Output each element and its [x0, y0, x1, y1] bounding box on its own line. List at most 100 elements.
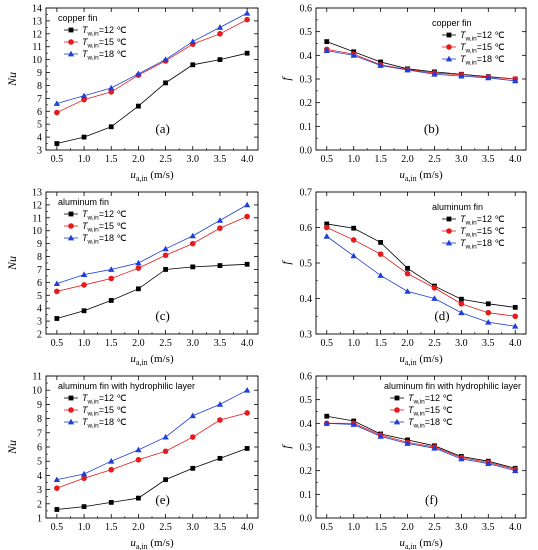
legend-label-1: Tw,in=15 ℃	[82, 37, 127, 50]
legend-label-rest: =15 ℃	[99, 221, 127, 231]
legend-label-sub: w,in	[413, 411, 426, 418]
data-point	[323, 233, 330, 239]
y-axis-label: Nu	[5, 256, 19, 271]
legend-label-sub: w,in	[413, 423, 426, 430]
x-tick-label: 1.0	[347, 338, 360, 349]
x-tick-label: 2.0	[132, 154, 145, 165]
legend-label-sub: w,in	[465, 232, 478, 239]
data-point	[54, 485, 60, 491]
legend-marker	[445, 55, 453, 62]
x-tick-label: 3.0	[187, 338, 200, 349]
x-tick-label: 2.5	[159, 338, 172, 349]
x-tick-label: 4.0	[241, 154, 254, 165]
data-point	[244, 261, 250, 267]
y-tick-label: 5	[37, 120, 42, 131]
x-tick-label: 2.0	[401, 154, 414, 165]
data-point	[431, 295, 438, 301]
x-tick-label: 2.5	[159, 154, 172, 165]
data-point	[512, 304, 518, 310]
y-tick-label: 3	[37, 485, 42, 496]
legend-label-rest: =18 ℃	[477, 54, 505, 64]
data-point	[53, 280, 61, 287]
y-tick-label: 2	[37, 330, 42, 341]
y-tick-label: 9	[37, 68, 42, 79]
x-axis-label-sub: a,in	[405, 174, 417, 183]
series-line-2	[326, 50, 516, 82]
y-tick-label: 13	[32, 188, 42, 199]
y-tick-label: 0.5	[300, 27, 313, 38]
x-axis-label: ua,in (m/s)	[130, 169, 174, 183]
legend-label-rest: =15 ℃	[477, 226, 505, 236]
x-tick-label: 0.5	[51, 154, 64, 165]
series-line-1	[56, 412, 248, 489]
series-line-2	[56, 12, 248, 104]
data-point	[217, 417, 223, 423]
data-point	[216, 401, 224, 407]
data-point	[54, 316, 60, 321]
data-point	[108, 275, 115, 282]
data-point	[243, 9, 251, 16]
x-axis-label-unit: (m/s)	[417, 169, 443, 181]
x-axis-label: ua,in (m/s)	[399, 537, 443, 550]
x-tick-label: 0.5	[51, 522, 64, 533]
x-tick-label: 1.0	[78, 338, 91, 349]
legend-label-sub: w,in	[465, 60, 478, 67]
y-tick-label: 0.3	[300, 443, 313, 454]
x-axis-label-sub: a,in	[405, 542, 417, 550]
series-line-1	[326, 227, 516, 317]
x-axis-label-main: u	[399, 169, 405, 181]
x-axis-label: ua,in (m/s)	[399, 353, 443, 367]
data-point	[458, 72, 465, 79]
data-point	[217, 31, 223, 37]
series-line-2	[56, 389, 248, 481]
data-point	[431, 444, 438, 451]
y-tick-label: 0.3	[300, 75, 313, 86]
data-point	[108, 458, 115, 464]
legend-label-sub: w,in	[87, 399, 100, 406]
legend-label-2: Tw,in=18 ℃	[82, 49, 127, 62]
legend-marker	[446, 32, 452, 38]
x-axis-label: ua,in (m/s)	[399, 169, 443, 183]
legend-marker	[68, 211, 74, 217]
series-line-0	[326, 223, 516, 308]
x-tick-label: 1.5	[374, 338, 387, 349]
x-axis-label-unit: (m/s)	[417, 537, 443, 549]
y-tick-label: 0.6	[300, 4, 313, 15]
chart-panel-1: 0.5 1.0 1.5 2.0 2.5 3.0 3.5 4.0 0.0 0.1 0.2 0.3 0.4 0…	[279, 4, 527, 183]
data-point	[108, 466, 115, 473]
legend-label-1: Tw,in=15 ℃	[82, 405, 127, 418]
y-tick-label: 10	[32, 55, 42, 66]
data-point	[351, 225, 357, 231]
x-tick-label: 3.5	[482, 154, 495, 165]
legend-label-0: Tw,in=12 ℃	[82, 25, 127, 38]
x-tick-label: 2.5	[428, 522, 441, 533]
data-point	[53, 476, 61, 483]
legend-label-rest: =15 ℃	[425, 405, 453, 415]
series-line-1	[326, 422, 516, 470]
x-tick-label: 3.5	[482, 522, 495, 533]
legend-label-sub: w,in	[87, 411, 100, 418]
chart-panel-5: 0.5 1.0 1.5 2.0 2.5 3.0 3.5 4.0 0.0 0.1 0.2 0.3 0.4 0…	[279, 372, 527, 550]
data-point	[458, 296, 464, 302]
legend-label-sub: w,in	[465, 36, 478, 43]
data-point	[135, 265, 142, 271]
data-point	[108, 89, 115, 95]
x-tick-label: 1.0	[78, 522, 91, 533]
legend-marker	[68, 27, 74, 33]
legend-label-1: Tw,in=15 ℃	[408, 405, 453, 418]
y-tick-label: 5	[37, 291, 42, 302]
y-tick-label: 4	[37, 133, 42, 144]
data-point	[512, 313, 519, 320]
data-point	[323, 47, 330, 53]
y-tick-label: 0.2	[300, 98, 313, 109]
y-tick-label: 0.4	[300, 51, 313, 62]
x-tick-label: 2.5	[428, 154, 441, 165]
data-point	[485, 74, 492, 81]
panel-label: (b)	[424, 121, 439, 136]
legend-label-main: T	[82, 209, 89, 219]
data-point	[80, 92, 88, 99]
legend-label-main: T	[82, 233, 89, 243]
x-tick-label: 1.5	[105, 154, 118, 165]
chart-panel-0: 0.5 1.0 1.5 2.0 2.5 3.0 3.5 4.0 3 4 5 6 7 8 9 10 11 12 131…	[5, 4, 259, 183]
data-point	[404, 288, 411, 294]
